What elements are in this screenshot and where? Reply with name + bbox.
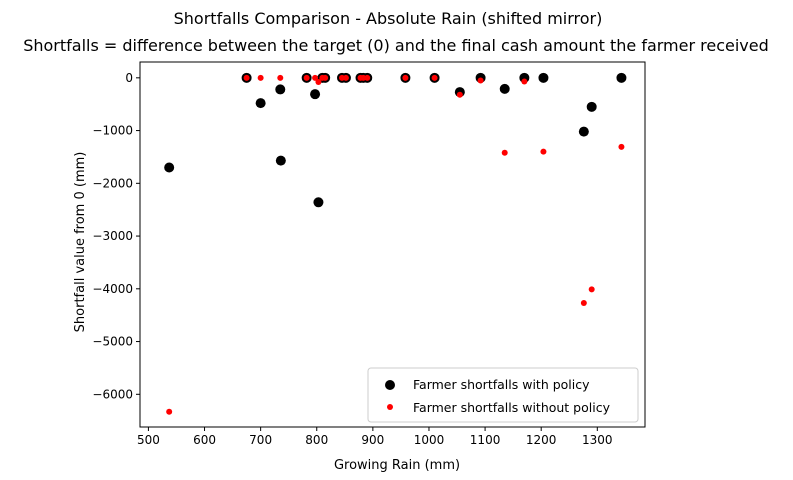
x-tick-label: 1100 bbox=[470, 433, 501, 447]
legend-marker-without-policy bbox=[387, 404, 393, 410]
data-point-with-policy bbox=[538, 72, 549, 83]
data-point-with-policy bbox=[586, 101, 597, 112]
y-tick-label: −1000 bbox=[92, 124, 133, 138]
data-point-without-policy bbox=[322, 74, 329, 81]
data-point-without-policy bbox=[501, 149, 508, 156]
y-axis-label: Shortfall value from 0 (mm) bbox=[73, 152, 88, 333]
data-point-without-policy bbox=[402, 74, 409, 81]
y-tick-label: −5000 bbox=[92, 335, 133, 349]
legend-label-with-policy: Farmer shortfalls with policy bbox=[413, 377, 590, 392]
data-point-with-policy bbox=[164, 162, 175, 173]
chart-title: Shortfalls = difference between the targ… bbox=[23, 36, 769, 55]
data-point-with-policy bbox=[255, 98, 266, 109]
data-point-with-policy bbox=[310, 89, 321, 100]
data-point-without-policy bbox=[364, 74, 371, 81]
data-point-with-policy bbox=[578, 126, 589, 137]
data-point-without-policy bbox=[312, 74, 319, 81]
data-point-with-policy bbox=[616, 72, 627, 83]
data-point-without-policy bbox=[243, 74, 250, 81]
x-tick-label: 700 bbox=[249, 433, 272, 447]
data-point-with-policy bbox=[313, 197, 324, 208]
y-tick-label: −3000 bbox=[92, 229, 133, 243]
data-point-without-policy bbox=[456, 91, 463, 98]
data-point-without-policy bbox=[540, 148, 547, 155]
plot-frame bbox=[139, 61, 646, 428]
x-tick-label: 1200 bbox=[526, 433, 557, 447]
y-tick-label: 0 bbox=[125, 71, 133, 85]
y-tick-label: −4000 bbox=[92, 282, 133, 296]
legend-marker-with-policy bbox=[385, 380, 395, 390]
data-point-without-policy bbox=[166, 408, 173, 415]
x-tick-label: 900 bbox=[361, 433, 384, 447]
data-point-without-policy bbox=[618, 143, 625, 150]
data-point-without-policy bbox=[257, 74, 264, 81]
x-tick-label: 500 bbox=[137, 433, 160, 447]
x-axis-label: Growing Rain (mm) bbox=[334, 458, 460, 473]
y-tick-label: −2000 bbox=[92, 176, 133, 190]
plot-area: 500 600 700 800 900 1000 1100 1200 1300 0 −1000 −20… bbox=[92, 61, 646, 447]
x-tick-label: 1000 bbox=[414, 433, 445, 447]
y-tick-label: −6000 bbox=[92, 387, 133, 401]
data-point-without-policy bbox=[431, 74, 438, 81]
data-point-without-policy bbox=[588, 286, 595, 293]
legend-label-without-policy: Farmer shortfalls without policy bbox=[413, 400, 611, 415]
data-point-without-policy bbox=[303, 74, 310, 81]
data-point-without-policy bbox=[342, 74, 349, 81]
x-tick-label: 800 bbox=[305, 433, 328, 447]
legend: Farmer shortfalls with policy Farmer sho… bbox=[367, 367, 639, 423]
data-point-with-policy bbox=[499, 83, 510, 94]
legend-box bbox=[367, 367, 639, 423]
x-tick-label: 1300 bbox=[582, 433, 613, 447]
data-point-without-policy bbox=[477, 77, 484, 84]
chart-suptitle: Shortfalls Comparison - Absolute Rain (s… bbox=[174, 9, 603, 28]
data-point-with-policy bbox=[275, 155, 286, 166]
data-point-without-policy bbox=[580, 300, 587, 307]
x-tick-label: 600 bbox=[193, 433, 216, 447]
data-point-without-policy bbox=[277, 74, 284, 81]
data-point-with-policy bbox=[275, 84, 286, 95]
data-point-without-policy bbox=[521, 78, 528, 85]
data-point-without-policy bbox=[315, 79, 322, 86]
